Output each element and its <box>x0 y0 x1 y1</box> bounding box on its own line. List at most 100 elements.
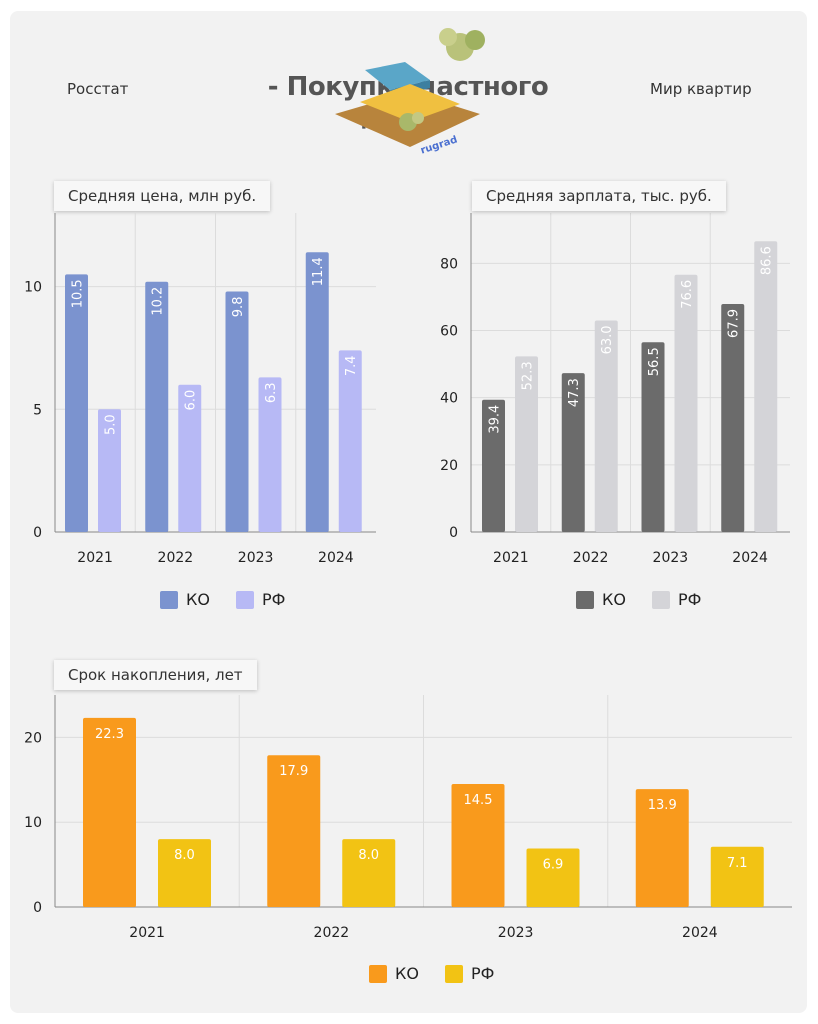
legend-swatch-ko <box>160 590 178 609</box>
salary-bar <box>482 399 505 532</box>
source-right-label: Мир квартир <box>650 80 752 98</box>
salary-legend: КО РФ <box>576 590 727 609</box>
price-bar <box>225 291 249 532</box>
legend-label-ko: КО <box>186 590 210 609</box>
salary-data-label: 47.3 <box>567 378 582 407</box>
price-bar <box>145 281 169 532</box>
salary-x-tick-label: 2024 <box>732 550 768 566</box>
years-data-label: 22.3 <box>95 727 124 742</box>
price-bar <box>65 274 88 532</box>
salary-y-tick-label: 40 <box>440 391 458 407</box>
tree-top <box>465 30 485 50</box>
years-y-tick-label: 10 <box>24 815 42 831</box>
years-data-label: 8.0 <box>174 848 195 863</box>
salary-data-label: 86.6 <box>760 246 775 275</box>
years-bar <box>267 755 321 907</box>
price-data-label: 5.0 <box>104 414 119 435</box>
house-wall <box>360 84 460 122</box>
years-bar <box>451 784 505 907</box>
price-data-label: 11.4 <box>311 257 326 286</box>
price-x-tick-label: 2021 <box>77 550 113 566</box>
years-bar <box>526 848 580 907</box>
years-y-tick-label: 0 <box>33 900 42 916</box>
legend-item-rf: РФ <box>235 590 286 609</box>
salary-y-tick-label: 60 <box>440 324 458 340</box>
years-y-tick-label: 20 <box>24 730 42 746</box>
salary-bar <box>674 274 698 532</box>
salary-data-label: 76.6 <box>680 280 695 309</box>
years-bar <box>635 789 689 907</box>
price-y-tick-label: 5 <box>33 402 42 418</box>
price-bar <box>258 377 282 532</box>
years-panel-title: Срок накопления, лет <box>54 660 257 690</box>
legend-label-rf: РФ <box>261 590 286 609</box>
legend-swatch-rf <box>651 590 670 609</box>
salary-data-label: 56.5 <box>647 347 662 376</box>
salary-data-label: 52.3 <box>521 361 536 390</box>
legend-item-rf: РФ <box>444 964 495 983</box>
years-x-tick-label: 2022 <box>314 925 350 941</box>
years-bar <box>83 717 136 907</box>
salary-bar <box>641 342 665 532</box>
years-data-label: 7.1 <box>727 856 748 871</box>
years-x-tick-label: 2024 <box>682 925 718 941</box>
source-left-label: Росстат <box>67 80 129 98</box>
salary-bar <box>561 373 585 532</box>
legend-item-ko: КО <box>160 590 210 609</box>
salary-data-label: 63.0 <box>600 325 615 354</box>
price-bar <box>338 350 362 532</box>
price-bar <box>98 409 121 532</box>
legend-swatch-rf <box>444 964 463 983</box>
years-bar <box>158 839 211 907</box>
years-data-label: 13.9 <box>648 798 677 813</box>
price-data-label: 9.8 <box>231 297 246 318</box>
house-roof <box>365 62 430 90</box>
price-legend: КО РФ <box>160 590 311 609</box>
legend-swatch-ko <box>369 964 387 983</box>
price-data-label: 10.5 <box>71 279 86 308</box>
salary-bar <box>515 356 538 532</box>
price-y-tick-label: 0 <box>33 525 42 541</box>
salary-data-label: 67.9 <box>727 309 742 338</box>
years-bar <box>342 839 396 907</box>
tree-top <box>439 28 457 46</box>
salary-data-label: 39.4 <box>488 405 503 434</box>
salary-bar <box>594 320 618 532</box>
tree-bottom <box>412 112 424 124</box>
price-x-tick-label: 2024 <box>318 550 354 566</box>
salary-x-tick-label: 2021 <box>493 550 529 566</box>
legend-label-rf: РФ <box>470 964 495 983</box>
years-legend: КО РФ <box>369 964 520 983</box>
legend-item-rf: РФ <box>651 590 702 609</box>
salary-panel-title: Средняя зарплата, тыс. руб. <box>472 181 726 211</box>
legend-label-ko: КО <box>395 964 419 983</box>
years-x-tick-label: 2021 <box>129 925 165 941</box>
years-data-label: 14.5 <box>464 793 493 808</box>
price-panel-title: Средняя цена, млн руб. <box>54 181 271 211</box>
price-data-label: 6.0 <box>184 390 199 411</box>
years-data-label: 6.9 <box>543 857 564 872</box>
price-x-tick-label: 2023 <box>238 550 274 566</box>
salary-x-tick-label: 2023 <box>653 550 689 566</box>
salary-y-tick-label: 20 <box>440 458 458 474</box>
salary-bar <box>754 241 778 533</box>
house-illustration <box>335 28 485 147</box>
legend-label-rf: РФ <box>677 590 702 609</box>
salary-y-tick-label: 80 <box>440 256 458 272</box>
price-bar <box>178 384 202 532</box>
price-data-label: 7.4 <box>344 355 359 376</box>
legend-item-ko: КО <box>369 964 419 983</box>
legend-swatch-ko <box>576 590 594 609</box>
price-data-label: 6.3 <box>264 382 279 403</box>
years-data-label: 17.9 <box>279 764 308 779</box>
legend-label-ko: КО <box>602 590 626 609</box>
price-bar <box>305 252 329 532</box>
price-data-label: 10.2 <box>151 287 166 316</box>
price-y-tick-label: 10 <box>24 280 42 296</box>
salary-x-tick-label: 2022 <box>573 550 609 566</box>
years-x-tick-label: 2023 <box>498 925 534 941</box>
salary-bar <box>721 303 745 532</box>
legend-swatch-rf <box>235 590 254 609</box>
price-x-tick-label: 2022 <box>158 550 194 566</box>
legend-item-ko: КО <box>576 590 626 609</box>
